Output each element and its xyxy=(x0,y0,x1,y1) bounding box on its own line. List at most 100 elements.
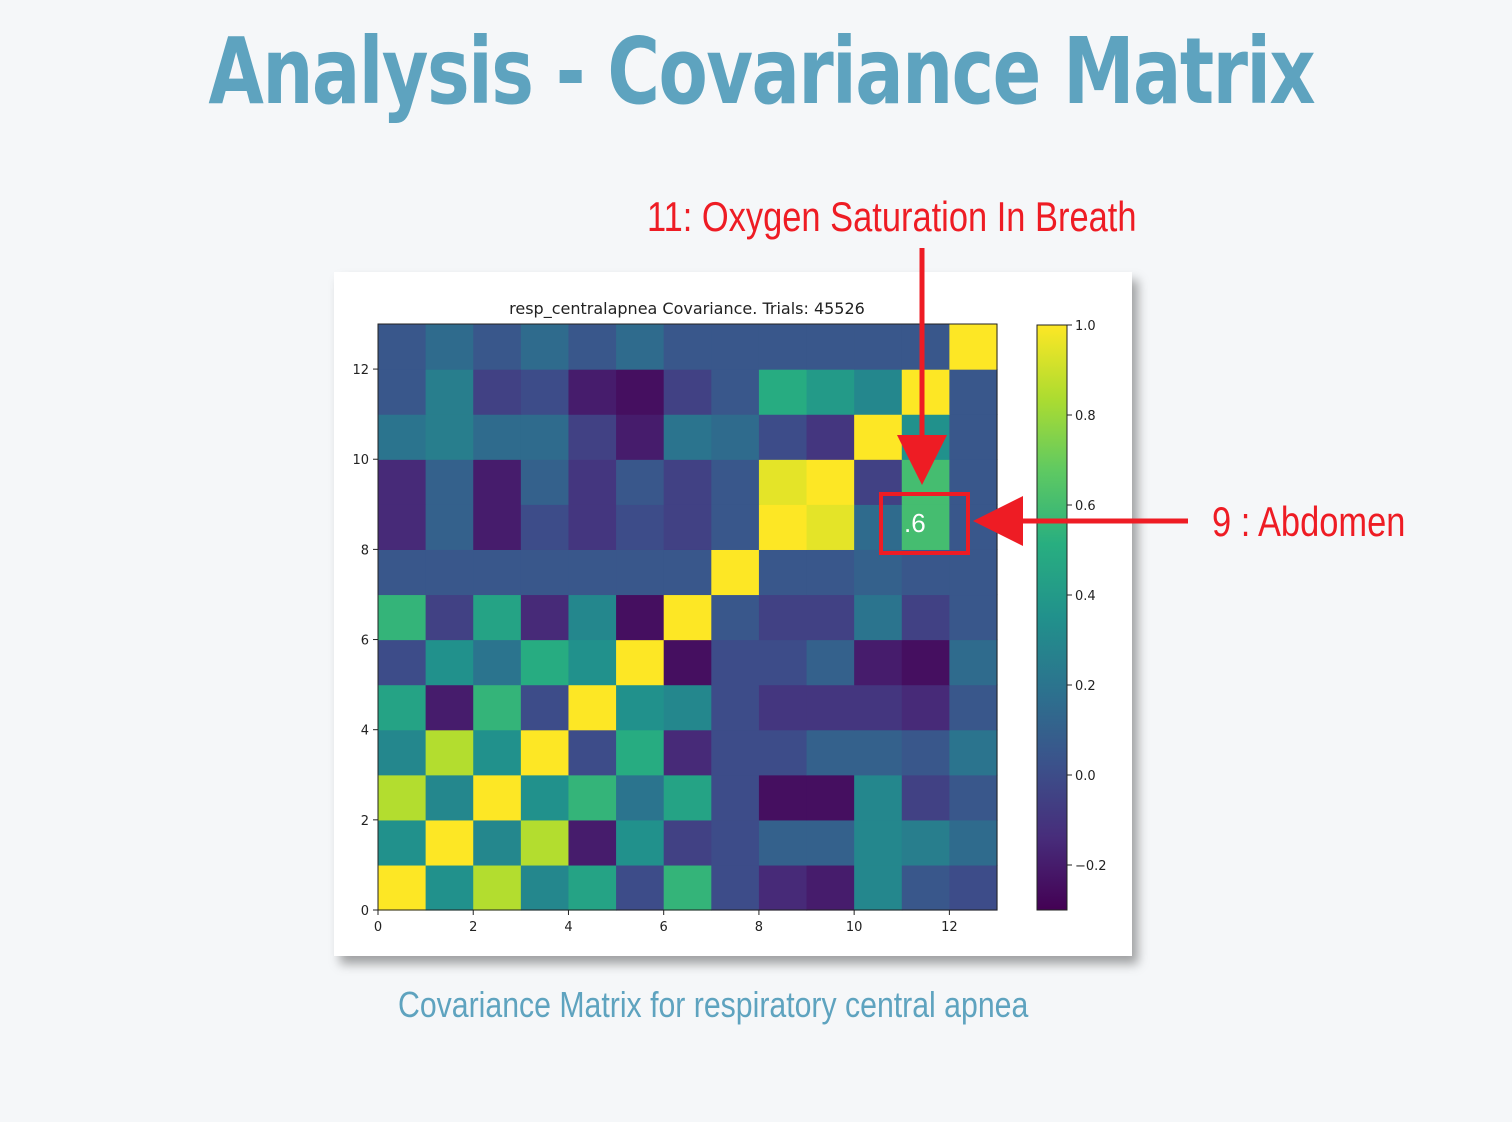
heatmap-cell xyxy=(473,369,522,415)
heatmap-cell xyxy=(473,729,522,776)
colorbar-tick-label: 0.8 xyxy=(1075,409,1096,424)
heatmap-cell xyxy=(758,639,808,686)
heatmap-cell xyxy=(378,324,427,370)
heatmap-cell xyxy=(806,819,855,866)
y-tick-label: 2 xyxy=(361,814,369,829)
heatmap-cell xyxy=(758,774,808,821)
heatmap-cell xyxy=(616,729,665,776)
colorbar-tick-label: 0.2 xyxy=(1075,679,1096,694)
heatmap-cell xyxy=(568,639,617,686)
heatmap-cell xyxy=(806,684,855,731)
heatmap-cell xyxy=(663,594,712,641)
x-tick-label: 10 xyxy=(846,920,863,935)
heatmap-cell xyxy=(616,549,665,596)
heatmap-cell xyxy=(663,504,712,550)
heatmap-cell xyxy=(854,594,903,641)
heatmap-cell xyxy=(711,369,760,415)
heatmap-cell xyxy=(425,459,474,505)
heatmap-cell xyxy=(663,819,712,866)
heatmap-cell xyxy=(901,864,950,911)
heatmap-cell xyxy=(806,369,855,415)
heatmap-cell xyxy=(758,324,808,370)
heatmap-cell xyxy=(425,504,474,550)
heatmap-cell xyxy=(616,819,665,866)
y-tick-label: 4 xyxy=(361,724,369,739)
x-tick-label: 12 xyxy=(941,920,958,935)
heatmap-cell xyxy=(616,864,665,911)
heatmap-cell xyxy=(806,459,855,505)
heatmap-cell xyxy=(758,414,808,460)
heatmap-cell xyxy=(758,684,808,731)
slide-title: Analysis - Covariance Matrix xyxy=(208,18,1315,125)
heatmap-cell xyxy=(520,819,570,866)
heatmap-cell xyxy=(901,729,950,776)
heatmap-cell xyxy=(473,639,522,686)
heatmap-cell xyxy=(854,864,903,911)
colorbar-tick-label: 0.0 xyxy=(1075,769,1096,784)
y-tick-label: 12 xyxy=(352,363,369,378)
colorbar-ticks: 1.0 0.8 0.6 0.4 0.2 0.0 −0.2 xyxy=(1067,319,1107,874)
heatmap-cell xyxy=(711,774,760,821)
heatmap-cell xyxy=(854,774,903,821)
heatmap-chart: resp_centralapnea Covariance. Trials: 45… xyxy=(352,299,1107,935)
heatmap-cell xyxy=(758,549,808,596)
heatmap-cell xyxy=(854,369,903,415)
heatmap-cell xyxy=(616,369,665,415)
heatmap-cell xyxy=(568,864,617,911)
heatmap-cell xyxy=(854,684,903,731)
heatmap-cell xyxy=(758,459,808,505)
heatmap-cell xyxy=(378,684,427,731)
heatmap-cell xyxy=(616,684,665,731)
heatmap-cell xyxy=(758,864,808,911)
heatmap-cell xyxy=(568,324,617,370)
heatmap-cell xyxy=(378,594,427,641)
heatmap-cell xyxy=(711,324,760,370)
heatmap-cell xyxy=(901,369,950,415)
y-tick-label: 0 xyxy=(361,904,369,919)
x-tick-label: 6 xyxy=(660,920,668,935)
y-tick-label: 8 xyxy=(361,543,369,558)
heatmap-cell xyxy=(616,414,665,460)
heatmap-cell xyxy=(854,729,903,776)
x-axis: 0 2 4 6 8 10 12 xyxy=(374,910,958,935)
highlight-value: .6 xyxy=(904,508,926,538)
heatmap-cell xyxy=(378,414,427,460)
chart-title: resp_centralapnea Covariance. Trials: 45… xyxy=(509,299,865,319)
heatmap-cell xyxy=(378,504,427,550)
heatmap-cell xyxy=(520,369,570,415)
heatmap-cell xyxy=(378,549,427,596)
heatmap-cell xyxy=(711,459,760,505)
heatmap-cell xyxy=(901,324,950,370)
heatmap-cell xyxy=(854,639,903,686)
heatmap-cell xyxy=(663,324,712,370)
colorbar-tick-label: −0.2 xyxy=(1075,859,1107,874)
heatmap-cell xyxy=(711,594,760,641)
heatmap-cell xyxy=(378,864,427,911)
heatmap-cell xyxy=(425,684,474,731)
heatmap-cell xyxy=(949,864,998,911)
heatmap-cell xyxy=(949,819,998,866)
heatmap-cell xyxy=(901,774,950,821)
side-callout-label: 9 : Abdomen xyxy=(1212,498,1406,545)
heatmap-cell xyxy=(473,414,522,460)
heatmap-cell xyxy=(806,414,855,460)
heatmap-cell xyxy=(520,594,570,641)
x-tick-label: 0 xyxy=(374,920,382,935)
heatmap-cell xyxy=(854,549,903,596)
heatmap-cell xyxy=(663,369,712,415)
heatmap-cell xyxy=(568,594,617,641)
heatmap-cell xyxy=(806,504,855,550)
heatmap-cell xyxy=(711,639,760,686)
heatmap-cell xyxy=(425,324,474,370)
heatmap-cell xyxy=(378,729,427,776)
heatmap-cell xyxy=(854,414,903,460)
y-tick-label: 10 xyxy=(352,453,369,468)
heatmap-cell xyxy=(568,369,617,415)
heatmap-cell xyxy=(425,639,474,686)
colorbar-tick-label: 0.6 xyxy=(1075,499,1096,514)
heatmap-cell xyxy=(520,729,570,776)
colorbar-tick-label: 0.4 xyxy=(1075,589,1096,604)
x-tick-label: 8 xyxy=(755,920,763,935)
heatmap-cell xyxy=(758,504,808,550)
heatmap-cell xyxy=(711,864,760,911)
